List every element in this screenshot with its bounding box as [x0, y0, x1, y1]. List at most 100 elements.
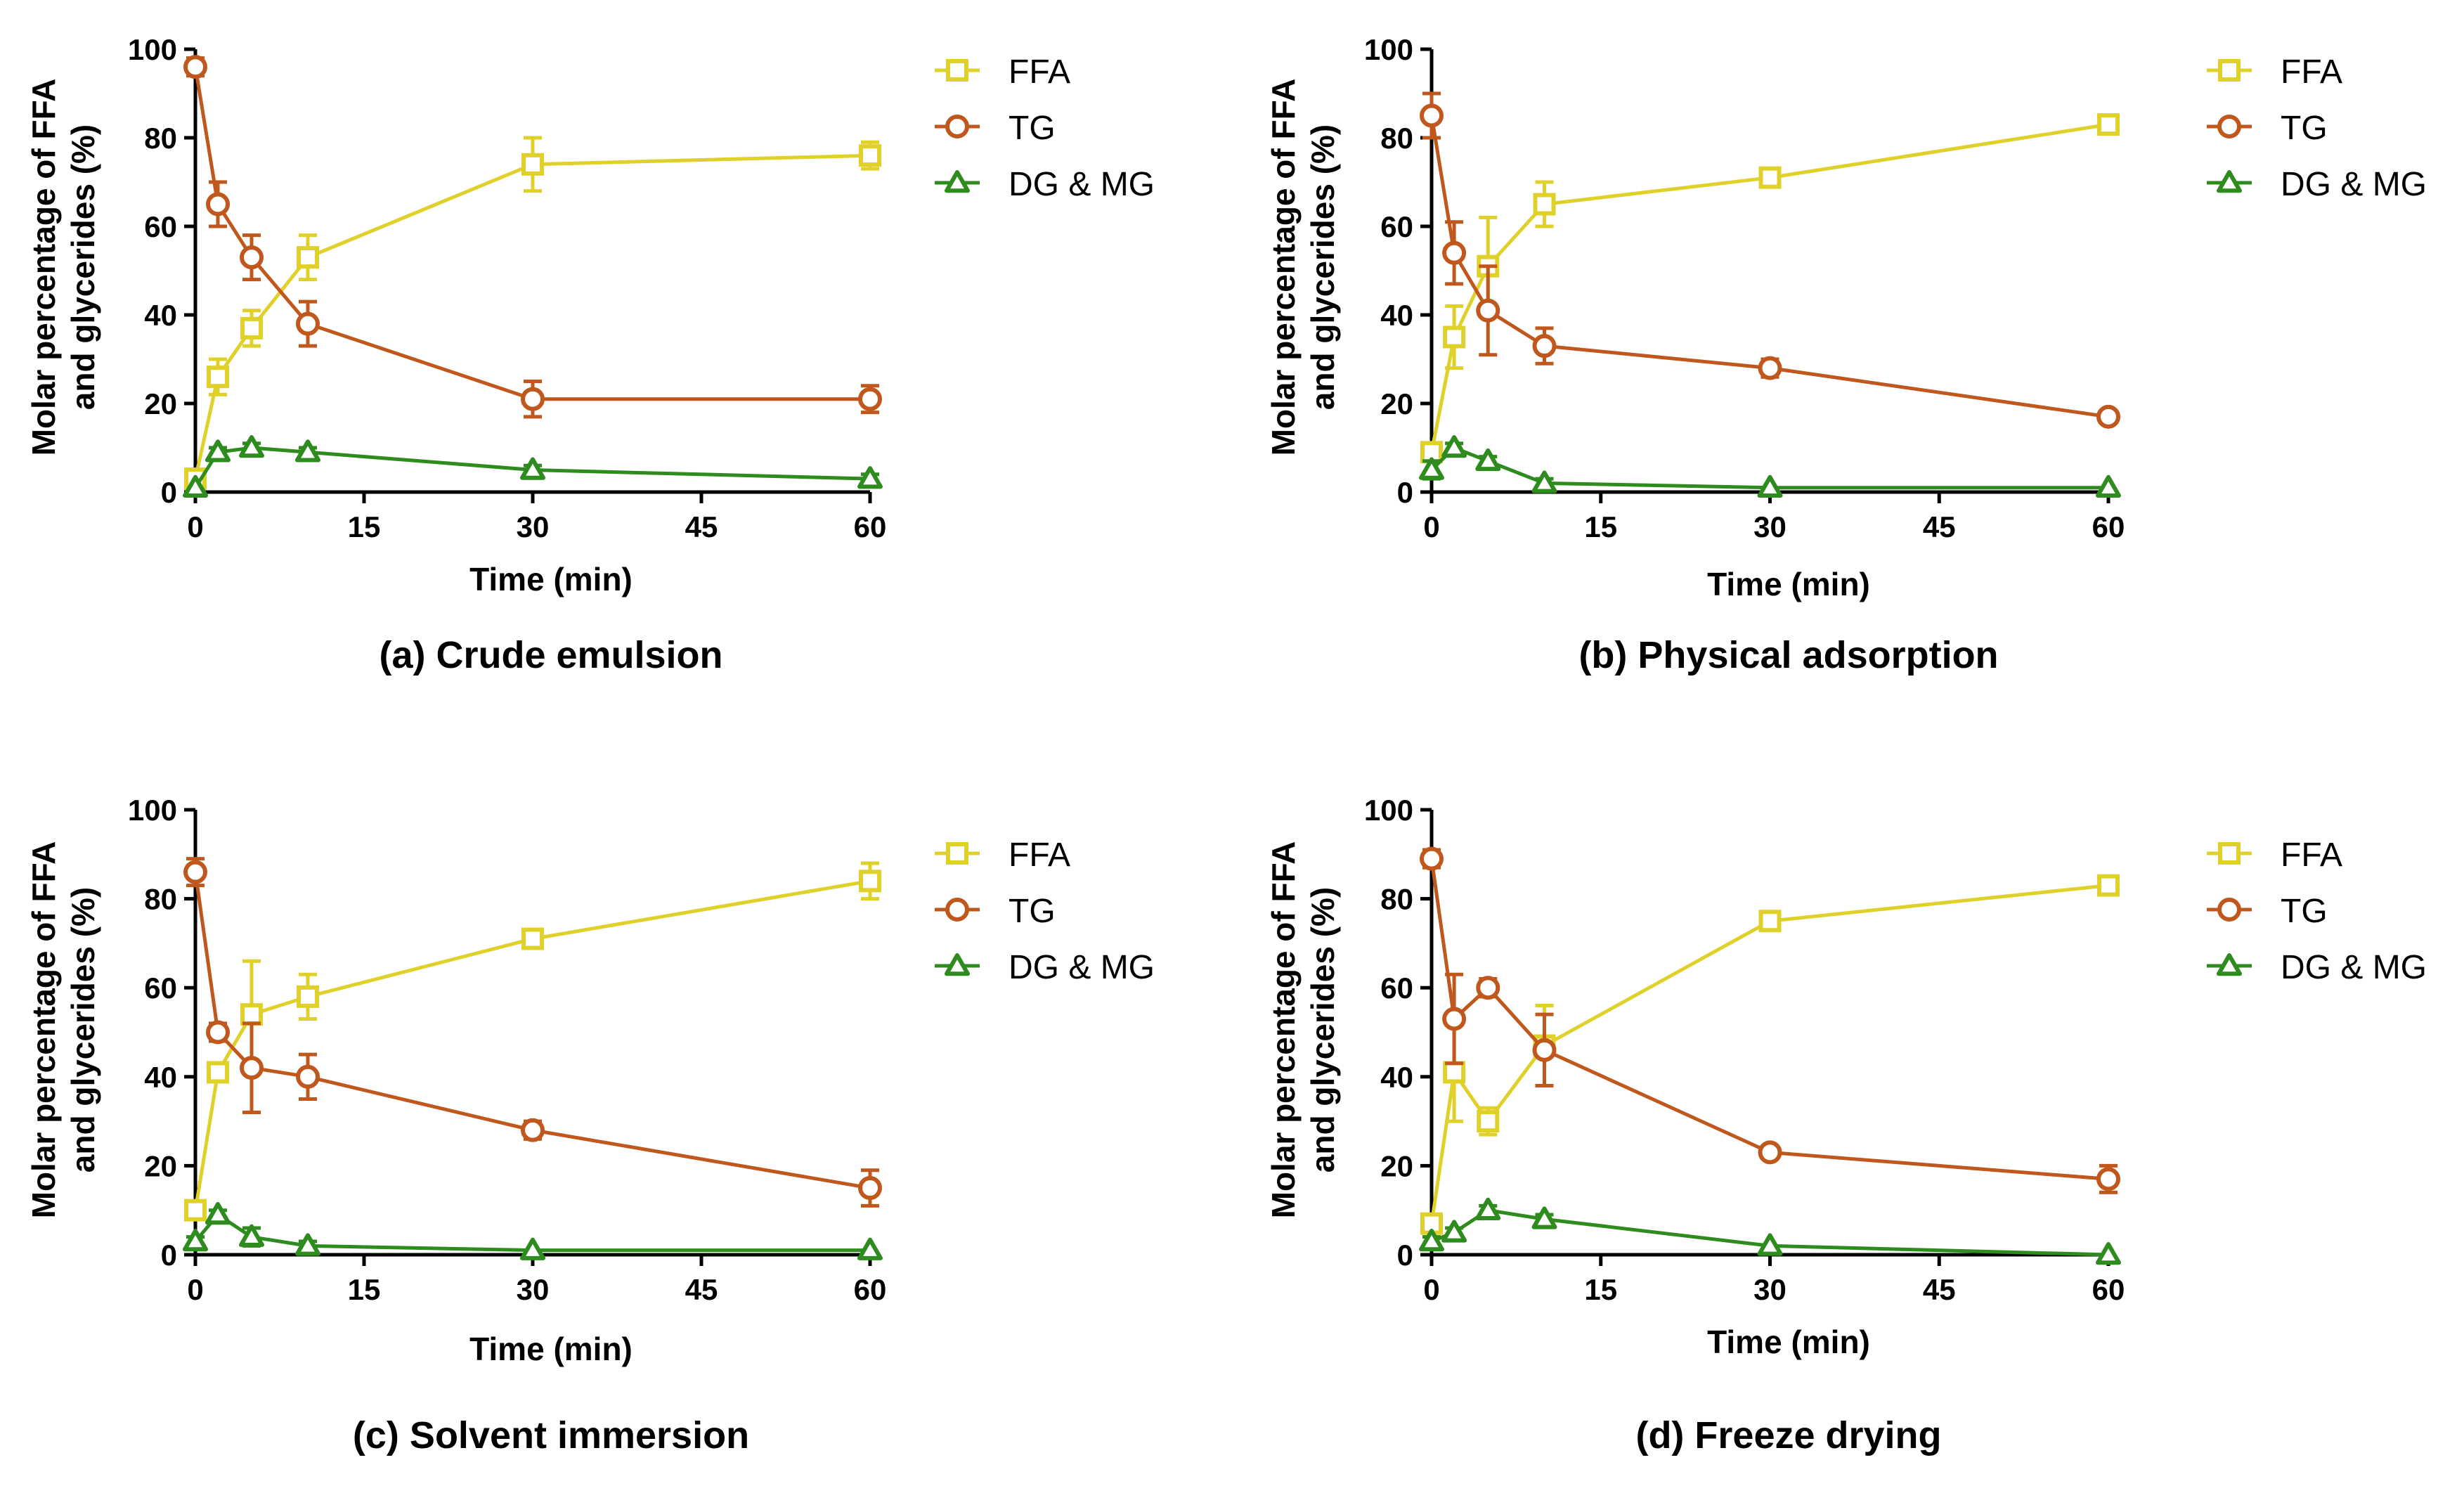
panel-b-xtick-label: 30: [1753, 510, 1787, 543]
panel-b-xtick-label: 45: [1923, 510, 1956, 543]
panel-c-ffa-point: [521, 927, 544, 950]
panel-d-ytick-label: 100: [1364, 794, 1413, 827]
panel-a-ytick-label: 100: [128, 33, 177, 66]
panel-d-ytick-label: 80: [1380, 883, 1413, 916]
panel-d-xtick-label: 45: [1923, 1273, 1956, 1306]
panel-b-ytick-label: 80: [1380, 122, 1413, 155]
panel-a-ytick-label: 60: [144, 210, 177, 243]
panel-a-ffa-point: [240, 316, 263, 340]
panel-a-plot: 0 20 40 60 80 100 0 15 30 45 60: [128, 33, 980, 543]
panel-b-plot: 0 20 40 60 80 100 0 15 30 45 60: [1364, 33, 2252, 543]
panel-a-ffa-point: [521, 153, 544, 176]
panel-d-ytick-label: 60: [1380, 971, 1413, 1004]
panel-a-ylabel-line2: and glycerides (%): [65, 124, 101, 410]
panel-d-ylabel-line1: Molar percentage of FFA: [1265, 841, 1302, 1219]
panel-b-tg-point: [1442, 240, 1467, 265]
panel-c-dgmg-point: [205, 1202, 231, 1225]
panel-c-dgmg-point: [295, 1233, 320, 1256]
panel-d-ytick-label: 0: [1397, 1239, 1413, 1272]
panel-b-legend-dgmg: DG & MG: [2281, 166, 2427, 203]
panel-a-dgmg-point: [205, 439, 231, 463]
panel-a-tg-point: [521, 387, 545, 411]
panel-d-ffa-point: [2097, 874, 2120, 897]
panel-d-xtick-label: 0: [1423, 1273, 1439, 1306]
panel-d-ffa-point: [1443, 1061, 1466, 1084]
panel-d-plot: 0 20 40 60 80 100 0 15 30 45 60: [1364, 794, 2252, 1306]
panel-a-caption: (a) Crude emulsion: [379, 634, 722, 676]
panel-d-xlabel: Time (min): [1707, 1324, 1870, 1360]
panel-d-xtick-label: 60: [2092, 1273, 2125, 1306]
panel-b-xtick-label: 60: [2092, 510, 2125, 543]
panel-c-legend-ffa-marker: [946, 842, 968, 865]
panel-c-ytick-label: 60: [144, 971, 177, 1004]
panel-b-ffa-point: [2097, 113, 2120, 136]
panel-b-legend-ffa-marker: [2218, 59, 2241, 82]
panel-c-ytick-label: 20: [144, 1149, 177, 1182]
panel-d-ytick-label: 20: [1380, 1149, 1413, 1182]
panel-d-legend-dgmg-marker: [2217, 953, 2242, 976]
panel-c-legend-ffa: FFA: [1009, 836, 1070, 874]
panel-a-ffa-line: [193, 153, 871, 479]
panel-d-legend-ffa: FFA: [2281, 836, 2342, 874]
panel-b-ylabel-line2: and glycerides (%): [1304, 124, 1341, 410]
panel-a-legend-tg-marker: [945, 115, 969, 138]
panel-b-tg-point: [1758, 356, 1782, 380]
panel-c-legend-dgmg-marker: [945, 953, 970, 976]
panel-c-ffa-point: [859, 870, 881, 893]
panel-b-tg-point: [1476, 298, 1500, 323]
panel-b-dgmg-point: [2096, 474, 2121, 498]
panel-c-xlabel: Time (min): [469, 1331, 633, 1367]
panel-c-tg-point: [183, 860, 207, 884]
panel-b-xtick-label: 0: [1423, 510, 1439, 543]
panel-d-xtick-label: 15: [1584, 1273, 1617, 1306]
panel-b-ffa-point: [1533, 193, 1556, 216]
panel-d-ffa-point: [1758, 910, 1782, 933]
panel-a-ffa-point: [207, 366, 229, 389]
panel-b-legend-ffa: FFA: [2281, 53, 2342, 91]
panel-c-ylabel-line2: and glycerides (%): [65, 887, 101, 1172]
panel-d-tg-point: [2096, 1167, 2120, 1191]
panel-a-xtick-label: 30: [517, 510, 550, 543]
panel-b-legend-dgmg-marker: [2217, 170, 2242, 193]
panel-a-dgmg-point: [520, 457, 545, 480]
panel-d-ytick-label: 40: [1380, 1061, 1413, 1094]
panel-c-ytick-label: 40: [144, 1061, 177, 1094]
panel-c-legend-tg: TG: [1009, 893, 1056, 930]
panel-a-dgmg-point: [295, 439, 320, 463]
panel-a-ffa-point: [859, 144, 881, 167]
panel-a-dgmg-point: [857, 466, 883, 489]
panel-a-tg-line: [193, 66, 870, 401]
panel-a-dgmg-point: [239, 435, 264, 458]
panel-b-dgmg-point: [1475, 448, 1501, 472]
panel-b-ytick-label: 40: [1380, 299, 1413, 332]
panel-d-tg-point: [1442, 1007, 1467, 1031]
panel-d-ffa-line: [1429, 884, 2109, 1225]
panel-c-dgmg-point: [239, 1224, 264, 1247]
panel-d-ylabel-line2: and glycerides (%): [1304, 887, 1341, 1172]
panel-c-xtick-label: 45: [685, 1273, 718, 1306]
panel-b-ylabel-line1: Molar percentage of FFA: [1265, 79, 1302, 456]
panel-d-legend-tg-marker: [2217, 898, 2241, 922]
panel-c-ytick-label: 80: [144, 883, 177, 916]
panel-a-ytick-label: 80: [144, 122, 177, 155]
panel-d-tg-point: [1532, 1038, 1557, 1062]
panel-c-xtick-label: 0: [187, 1273, 203, 1306]
panel-d-legend-tg: TG: [2281, 893, 2328, 930]
panel-c-tg-point: [521, 1118, 545, 1142]
panel-d: Molar percentage of FFA and glycerides (…: [1265, 836, 2427, 1456]
panel-a-legend-dgmg-marker: [945, 170, 970, 193]
panel-d-dgmg-point: [1419, 1229, 1444, 1252]
panel-a-legend-dgmg: DG & MG: [1009, 166, 1155, 203]
panel-c-legend-tg-marker: [945, 898, 969, 922]
panel-c-plot: 0 20 40 60 80 100 0 15 30 45 60: [128, 794, 980, 1306]
panel-c-ffa-point: [184, 1199, 207, 1222]
panel-c: Molar percentage of FFA and glycerides (…: [25, 836, 1155, 1456]
panel-a-tg-point: [296, 311, 320, 336]
panel-b-ffa-point: [1758, 166, 1782, 189]
panel-b-ytick-label: 20: [1380, 387, 1413, 420]
panel-a-ffa-point: [297, 246, 319, 269]
panel-c-xtick-label: 30: [517, 1273, 550, 1306]
panel-c-ffa-point: [297, 985, 319, 1008]
panel-c-ffa-point: [207, 1061, 229, 1084]
